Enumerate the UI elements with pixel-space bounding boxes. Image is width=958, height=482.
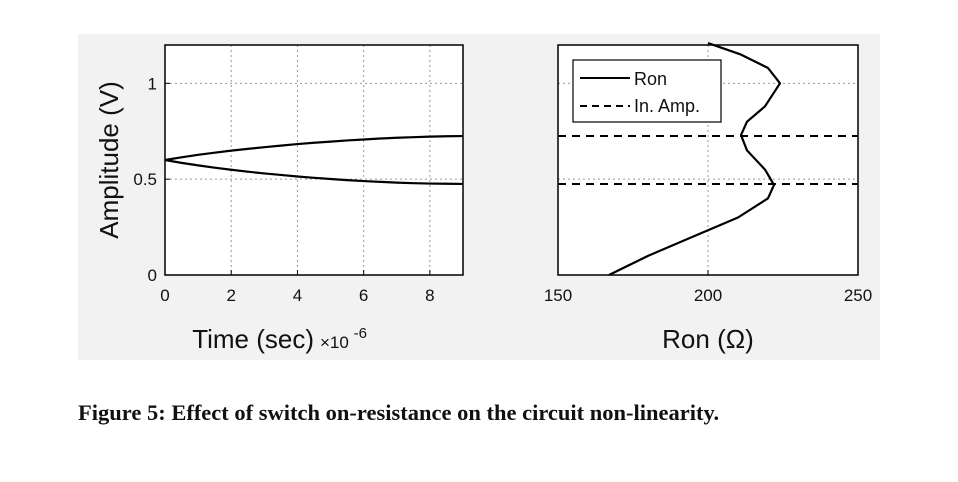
amplitude-xtick-label: 2	[226, 286, 235, 305]
amplitude-plot: 0 2 4 6 8 0 0.5 1	[133, 44, 464, 305]
figure-panel: 0 2 4 6 8 0 0.5 1 Amplitude (V) Time (sec) ×10 …	[78, 34, 880, 360]
ron-xtick-label: 250	[844, 286, 872, 305]
time-axis-multiplier: ×10 -6	[320, 325, 367, 352]
amplitude-axis-label: Amplitude (V)	[94, 81, 124, 239]
ron-series-ron-line	[608, 42, 782, 276]
amplitude-xtick-label: 6	[359, 286, 368, 305]
time-axis-label: Time (sec)	[192, 324, 314, 354]
figure-caption: Figure 5: Effect of switch on-resistance…	[78, 400, 720, 425]
amplitude-xtick-label: 4	[293, 286, 302, 305]
legend-inamp-label: In. Amp.	[634, 96, 700, 116]
legend: Ron In. Amp.	[572, 59, 722, 123]
amplitude-ytick-label: 0	[148, 266, 157, 285]
amplitude-ytick-label: 1	[148, 74, 157, 93]
ron-plot: 150 200 250 Ron In. Amp.	[544, 42, 872, 305]
legend-ron-label: Ron	[634, 69, 667, 89]
amplitude-plot-frame	[164, 44, 464, 276]
ron-axis-label: Ron (Ω)	[662, 324, 754, 354]
ron-xtick-label: 150	[544, 286, 572, 305]
amplitude-xtick-label: 8	[425, 286, 434, 305]
amplitude-ytick-label: 0.5	[133, 170, 157, 189]
amplitude-series-0-line	[164, 134, 464, 162]
time-axis-multiplier-base: ×10	[320, 333, 349, 352]
amplitude-xtick-label: 0	[160, 286, 169, 305]
figure-svg: 0 2 4 6 8 0 0.5 1 Amplitude (V) Time (sec) ×10 …	[94, 42, 872, 354]
legend-box	[572, 59, 722, 123]
ron-xtick-label: 200	[694, 286, 722, 305]
time-axis-multiplier-exponent: -6	[354, 325, 367, 342]
amplitude-series-1-line	[164, 158, 464, 186]
amplitude-plot-area	[165, 45, 463, 275]
